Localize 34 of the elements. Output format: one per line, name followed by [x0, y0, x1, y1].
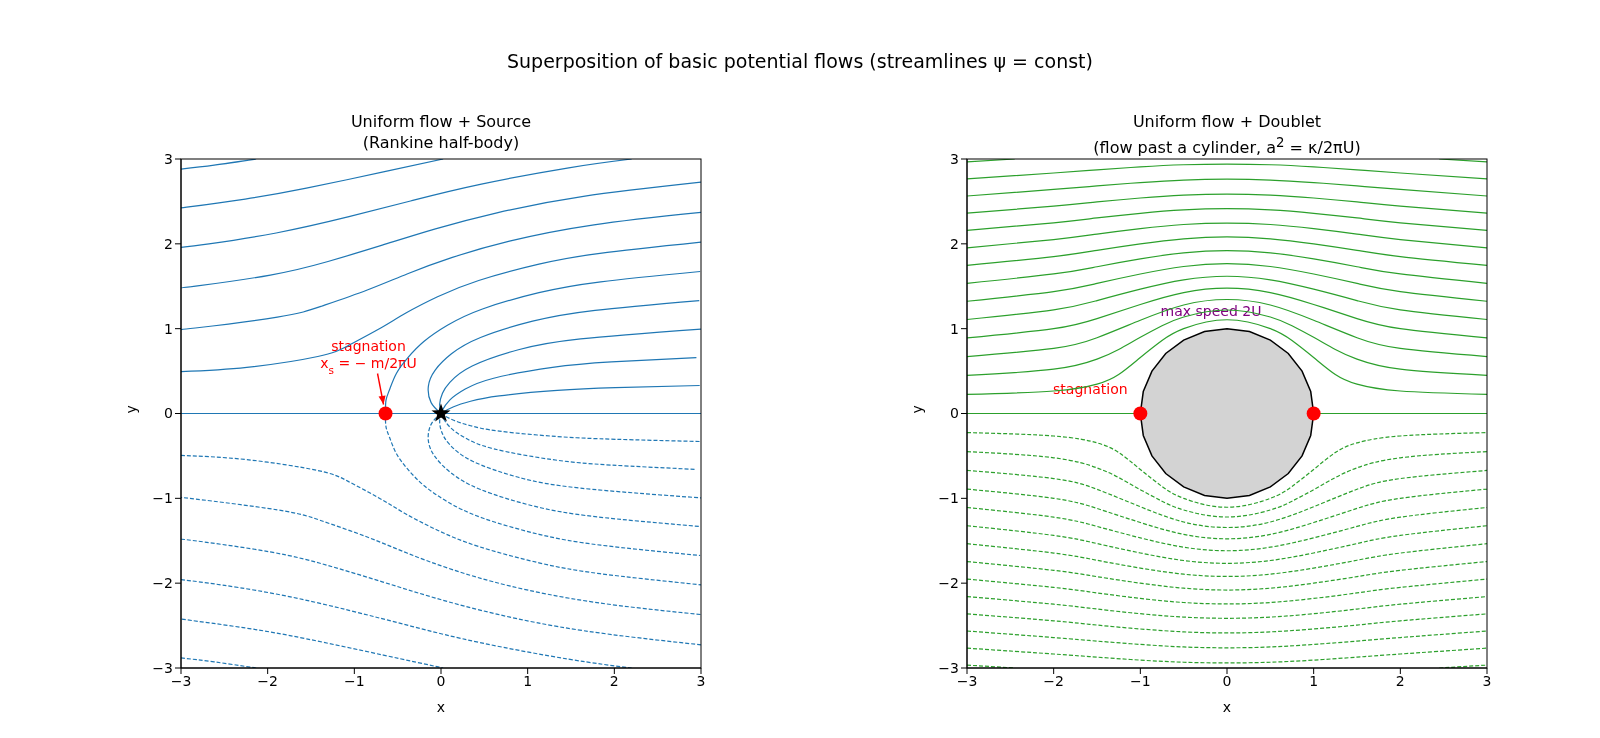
annotation: stagnation — [1053, 380, 1128, 397]
x-tick-label: 2 — [1395, 672, 1405, 689]
chart-title: Uniform flow + Source (Rankine half-body) — [349, 111, 533, 152]
y-tick-label: 2 — [950, 235, 959, 252]
y-tick-label: −1 — [938, 490, 959, 507]
y-tick-label: 0 — [164, 405, 173, 422]
x-tick-label: 1 — [1309, 672, 1319, 689]
x-tick-label: −1 — [1130, 672, 1151, 689]
x-tick-label: −2 — [257, 672, 278, 689]
x-tick-label: 1 — [523, 672, 533, 689]
y-tick-label: −2 — [152, 575, 173, 592]
y-tick-label: 2 — [164, 235, 173, 252]
y-tick-label: 3 — [164, 150, 173, 167]
y-tick-label: −1 — [152, 490, 173, 507]
x-tick-label: 3 — [696, 672, 706, 689]
x-tick-label: −2 — [1043, 672, 1064, 689]
y-axis-title: y — [908, 405, 925, 414]
y-tick-label: 1 — [164, 320, 173, 337]
x-tick-label: 3 — [1482, 672, 1492, 689]
x-tick-label: 0 — [1222, 672, 1232, 689]
x-tick-label: −1 — [344, 672, 365, 689]
x-tick-label: 2 — [609, 672, 619, 689]
x-axis-title: x — [436, 699, 446, 715]
y-tick-label: −3 — [152, 659, 173, 676]
y-tick-label: −3 — [938, 659, 959, 676]
y-axis-title: y — [122, 405, 139, 414]
x-axis-title: x — [1222, 699, 1232, 715]
y-tick-label: −2 — [938, 575, 959, 592]
x-tick-label: 0 — [436, 672, 446, 689]
y-tick-label: 0 — [950, 405, 959, 422]
chart-title: Uniform flow + Doublet (flow past a cylinder, a$^{2}$ = κ/2πU) — [1092, 111, 1362, 158]
y-tick-label: 1 — [950, 320, 959, 337]
y-tick-label: 3 — [950, 150, 959, 167]
text: Superposition of basic potential flows (streamlines ψ = const) — [506, 50, 1094, 72]
